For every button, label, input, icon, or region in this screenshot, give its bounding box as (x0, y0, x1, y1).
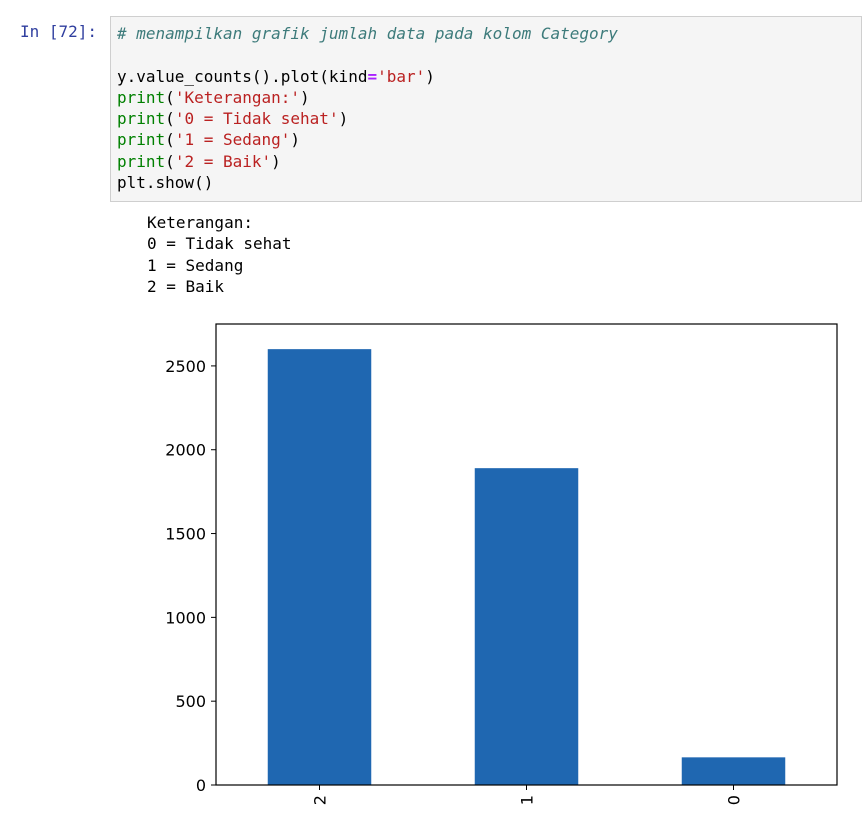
code-token: ) (338, 109, 349, 129)
code-token: ( (165, 87, 175, 107)
code-token: '1 = Sedang' (174, 130, 291, 150)
code-line: print('Keterangan:') (117, 87, 618, 108)
y-tick-label: 500 (175, 692, 206, 711)
code-token: plt.show() (117, 173, 214, 193)
cell-output: Keterangan: 0 = Tidak sehat 1 = Sedang 2 = … (147, 212, 292, 297)
code-token: = (367, 66, 378, 86)
x-tick-label: 0 (725, 795, 744, 805)
x-tick-label: 2 (311, 795, 330, 805)
code-line: # menampilkan grafik jumlah data pada ko… (117, 23, 618, 44)
output-line: 2 = Baik (147, 276, 225, 296)
y-tick-label: 1000 (165, 608, 206, 627)
code-token: ) (290, 130, 301, 150)
x-tick-label: 1 (518, 795, 537, 805)
y-tick-label: 0 (196, 776, 206, 795)
output-line: Keterangan: (147, 213, 253, 232)
code-line: y.value_counts().plot(kind='bar') (117, 66, 618, 87)
code-token: 'Keterangan:' (174, 87, 301, 107)
code-token: ) (425, 66, 435, 86)
plot-frame (215, 323, 838, 786)
code-token: ( (165, 130, 175, 150)
code-token: ) (271, 151, 281, 171)
output-line: 0 = Tidak sehat (147, 234, 292, 254)
code-token: print (117, 109, 166, 129)
code-token: # menampilkan grafik jumlah data pada ko… (117, 24, 618, 43)
code-line: print('2 = Baik') (117, 151, 618, 172)
code-token: ( (165, 151, 175, 171)
code-token: print (117, 87, 166, 107)
code-editor[interactable]: # menampilkan grafik jumlah data pada ko… (117, 23, 618, 193)
code-cell-input[interactable]: # menampilkan grafik jumlah data pada ko… (110, 16, 862, 202)
y-tick-label: 1500 (165, 525, 206, 544)
bar-1 (474, 468, 579, 785)
code-token: y.value_counts().plot(kind (117, 66, 368, 86)
output-line: 1 = Sedang (147, 255, 244, 275)
code-token: ) (300, 87, 310, 107)
bar-2 (267, 349, 372, 785)
code-line: plt.show() (117, 172, 618, 193)
y-tick-label: 2000 (165, 441, 206, 460)
code-token: '2 = Baik' (174, 151, 272, 171)
code-token: 'bar' (377, 66, 426, 86)
code-token: print (117, 151, 166, 171)
code-token: '0 = Tidak sehat' (174, 109, 339, 129)
code-line: print('1 = Sedang') (117, 129, 618, 150)
y-tick-label: 2500 (165, 357, 206, 376)
cell-prompt: In [72]: (20, 22, 98, 41)
code-line: print('0 = Tidak sehat') (117, 108, 618, 129)
bar-0 (681, 757, 786, 785)
code-token: ( (165, 109, 175, 129)
code-token: print (117, 130, 166, 150)
